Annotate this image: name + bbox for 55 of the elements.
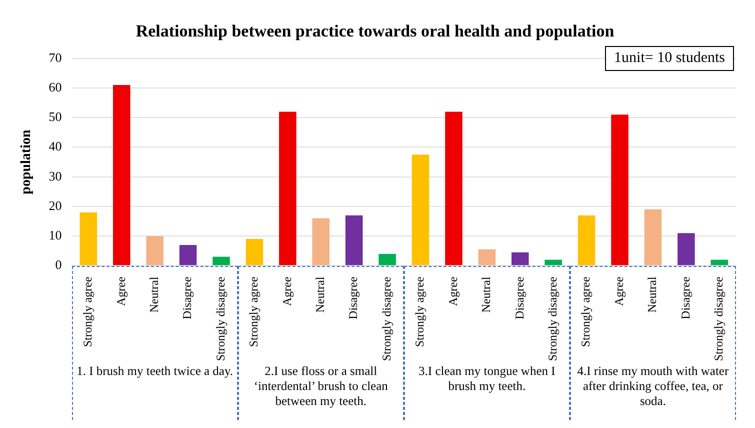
bar	[611, 114, 628, 266]
bar	[345, 215, 363, 266]
bar	[478, 249, 496, 266]
text: 3.I clean my tongue when I brush my teeth.	[418, 364, 556, 394]
text: 2.I use floss or a small ‘interdental’ brush to clean between my teeth.	[252, 364, 389, 409]
x-tick-label: Strongly disagree	[712, 276, 726, 362]
bar	[644, 209, 662, 266]
y-tick-label: 50	[48, 109, 62, 124]
x-tick-label: Strongly disagree	[213, 276, 228, 362]
x-tick-label: Neutral	[479, 276, 494, 313]
x-tick-label: Agree	[280, 276, 294, 306]
y-tick-label: 70	[48, 50, 62, 65]
bar	[445, 112, 462, 266]
bar	[112, 85, 130, 266]
x-tick-label: Agree	[114, 276, 128, 306]
bar	[312, 218, 330, 266]
bar	[212, 256, 230, 266]
bar	[512, 252, 529, 266]
x-tick-label: Strongly disagree	[379, 276, 394, 362]
x-tick-label: Disagree	[678, 276, 692, 320]
x-tick-label: Neutral	[146, 276, 161, 313]
annotation: 1unit= 10 students	[605, 46, 734, 72]
bar	[80, 212, 98, 266]
bar	[678, 233, 695, 266]
y-tick-label: 10	[48, 227, 62, 242]
x-tick-label: Disagree	[346, 276, 360, 320]
y-axis-title: population	[19, 130, 34, 194]
y-tick-label: 20	[48, 198, 62, 213]
x-tick-label: Disagree	[180, 276, 194, 320]
bar	[412, 154, 430, 266]
bar	[544, 260, 562, 266]
bar	[246, 239, 264, 266]
y-tick-label: 0	[55, 257, 62, 272]
x-tick-label: Strongly agree	[412, 276, 427, 347]
bar	[279, 112, 296, 266]
y-tick-label: 40	[48, 138, 62, 154]
x-tick-label: Neutral	[645, 276, 660, 313]
text: 1. I brush my teeth twice a day.	[76, 364, 234, 379]
bar	[179, 244, 197, 266]
bar	[710, 260, 728, 266]
x-tick-label: Disagree	[512, 276, 526, 320]
x-tick-label: Strongly agree	[246, 276, 261, 347]
bar	[578, 215, 596, 266]
chart-title: Relationship between practice towards oral health and population	[136, 22, 615, 41]
x-tick-label: Strongly agree	[578, 276, 593, 347]
x-tick-label: Agree	[446, 276, 460, 306]
x-tick-label: Strongly agree	[80, 276, 95, 347]
x-tick-label: Strongly disagree	[546, 276, 560, 362]
bar	[378, 254, 396, 266]
x-tick-label: Agree	[612, 276, 626, 306]
bar	[146, 236, 164, 266]
text: 4.I rinse my mouth with water after drinking coffee, tea, or soda.	[576, 364, 730, 409]
y-tick-label: 60	[48, 79, 62, 94]
x-tick-label: Neutral	[313, 276, 328, 313]
y-tick-label: 30	[48, 168, 62, 184]
